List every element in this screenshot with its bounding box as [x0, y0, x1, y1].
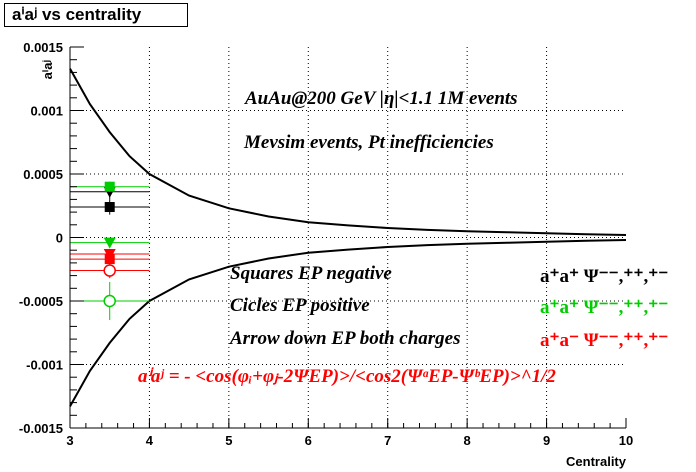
axes — [69, 46, 627, 429]
upper-envelope-curve — [69, 68, 627, 236]
chart-title-box: aⁱaʲ vs centrality — [4, 3, 188, 27]
triangle-down-marker — [103, 249, 116, 261]
legend-entry-red: a⁺a⁻ Ψ⁻⁻,⁺⁺,⁺⁻ — [540, 330, 668, 351]
tick-labels: 3 4 5 6 7 8 9 10 -0.0015 -0.001 -0.0005 0 0.0005 0.00… — [19, 40, 633, 448]
lower-envelope-curve — [69, 239, 627, 407]
data-points — [70, 181, 150, 321]
x-tick-label: 6 — [305, 433, 312, 448]
annotation-formula: aⁱaʲ = - <cos(φᵢ+φⱼ-2ΨEP)>/<cos2(ΨᵃEP-Ψᵇ… — [138, 366, 556, 387]
x-tick-label: 7 — [384, 433, 391, 448]
x-tick-label: 8 — [464, 433, 471, 448]
data-point — [70, 281, 150, 321]
y-tick-label: -0.0015 — [19, 421, 63, 436]
y-tick-label: -0.0005 — [19, 294, 63, 309]
legend-entry-green: a⁺a⁺ Ψ⁻⁻,⁺⁺,⁺⁻ — [540, 297, 668, 318]
y-tick-label: -0.001 — [26, 358, 63, 373]
open-circle-marker — [103, 294, 116, 308]
data-point — [70, 237, 150, 249]
y-tick-label: 0 — [56, 231, 63, 246]
annotation-arrows: Arrow down EP both charges — [229, 328, 461, 349]
data-point — [70, 262, 150, 279]
annotation-line1: AuAu@200 GeV |η|<1.1 1M events — [244, 88, 518, 109]
y-axis-label: aⁱaʲ — [40, 60, 55, 79]
data-point — [70, 181, 150, 192]
annotation-squares: Squares EP negative — [230, 263, 392, 284]
legend-entry-black: a⁺a⁺ Ψ⁻⁻,⁺⁺,⁺⁻ — [540, 266, 668, 287]
annotation-circles: Cicles EP positive — [230, 295, 370, 316]
x-tick-label: 5 — [225, 433, 232, 448]
x-tick-label: 10 — [619, 433, 633, 448]
y-tick-label: 0.0015 — [23, 40, 63, 55]
x-axis-label: Centrality — [566, 454, 627, 469]
chart-title: aⁱaʲ vs centrality — [12, 5, 142, 24]
y-tick-label: 0.0005 — [23, 167, 63, 182]
square-marker — [104, 181, 115, 192]
annotation-line2: Mevsim events, Pt inefficiencies — [243, 132, 494, 153]
x-tick-label: 9 — [543, 433, 550, 448]
envelope-curves — [69, 68, 627, 407]
x-tick-label: 3 — [66, 433, 73, 448]
open-circle-marker — [103, 264, 116, 277]
data-point — [70, 199, 150, 215]
grid — [70, 47, 626, 428]
square-marker — [104, 202, 115, 213]
triangle-down-marker — [103, 237, 116, 249]
x-tick-label: 4 — [146, 433, 154, 448]
data-point — [70, 249, 150, 261]
y-tick-label: 0.001 — [30, 104, 63, 119]
